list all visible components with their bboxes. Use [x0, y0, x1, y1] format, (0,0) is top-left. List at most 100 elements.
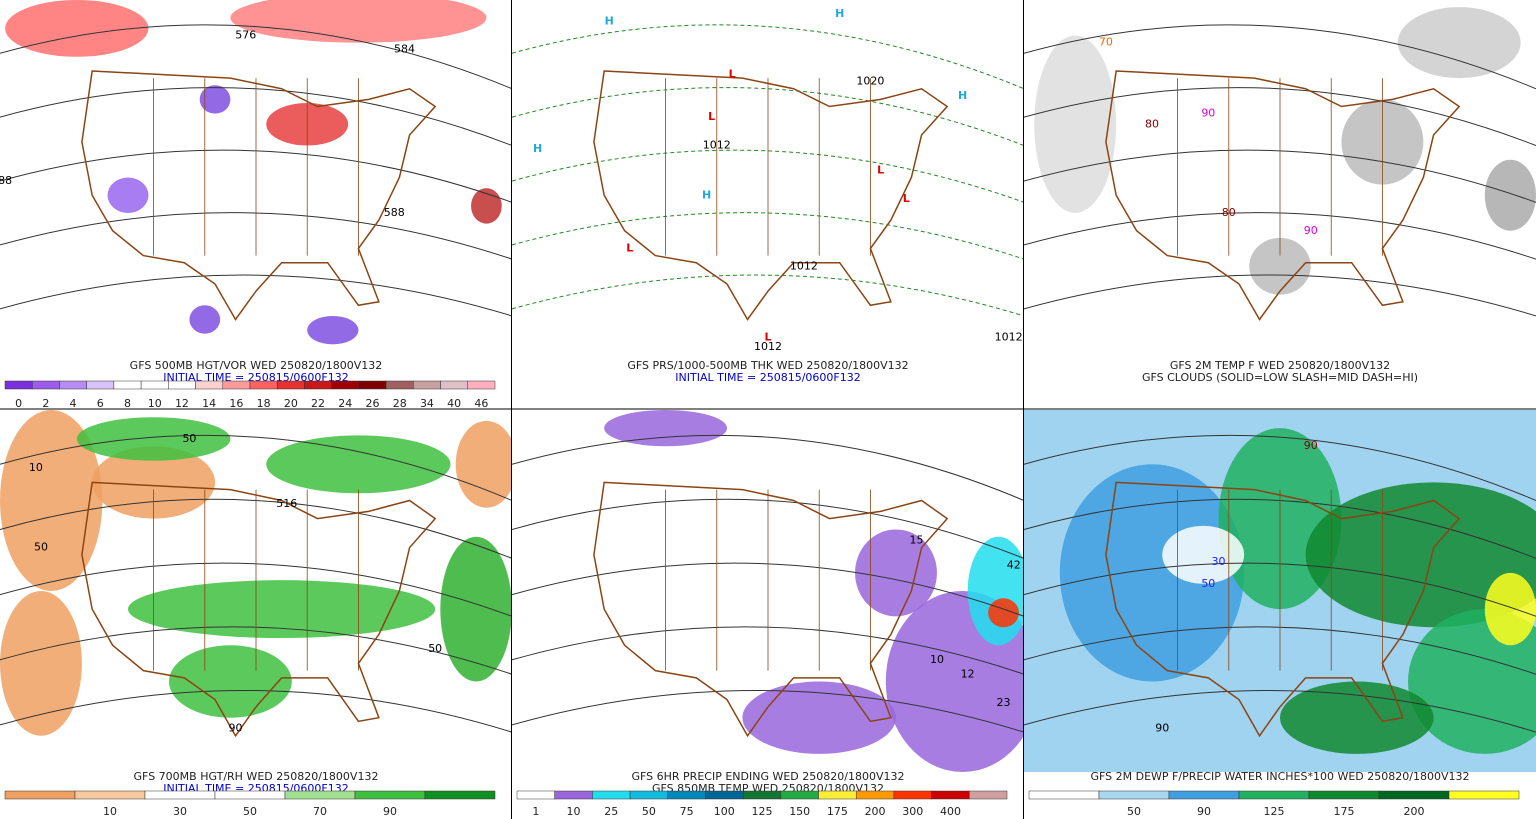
colorbar-label: 10: [148, 397, 162, 410]
colorbar-box: [893, 790, 932, 800]
colorbar-box: [4, 380, 33, 390]
colorbar-box: [1448, 790, 1520, 800]
shaded-area: [266, 435, 451, 494]
map-label: 50: [182, 432, 196, 445]
colorbar-box: [249, 380, 278, 390]
colorbar-label: 75: [680, 805, 694, 818]
map-label: L: [764, 330, 771, 343]
map-label: 80: [1145, 117, 1159, 130]
colorbar-label: 34: [420, 397, 434, 410]
colorbar-box: [413, 380, 441, 390]
colorbar-box: [554, 790, 593, 800]
colorbar-box: [780, 790, 819, 800]
map-label: 588: [384, 206, 405, 219]
colorbar-label: 90: [1197, 805, 1211, 818]
colorbar-label: 14: [202, 397, 216, 410]
shaded-area: [168, 645, 292, 718]
map-label: 88: [0, 174, 12, 187]
map-label: 42: [1007, 559, 1021, 572]
map-label: 10: [29, 461, 43, 474]
contour: [512, 87, 1024, 147]
contour: [1024, 24, 1536, 90]
map-label: 90: [1155, 722, 1169, 735]
map-label: 90: [1201, 107, 1215, 120]
shaded-area: [988, 598, 1019, 628]
map-label: 30: [1212, 555, 1226, 568]
map-label: 50: [428, 642, 442, 655]
map-label: 1012: [790, 259, 818, 272]
us-outline: [81, 481, 437, 738]
colorbar-box: [592, 790, 631, 800]
map-label: 70: [1099, 36, 1113, 49]
colorbar-label: 12: [175, 397, 189, 410]
colorbar-box: [195, 380, 224, 390]
panel: 50 10 50 90 516 50 GFS 700MB HGT/RH WED 250820…: [0, 410, 512, 818]
colorbar-label: 8: [124, 397, 131, 410]
caption: GFS 6HR PRECIP ENDING WED 250820/1800V13…: [632, 770, 905, 783]
caption: GFS 700MB HGT/RH WED 250820/1800V132: [134, 770, 379, 783]
colorbar-label: 2: [42, 397, 49, 410]
colorbar-box: [467, 380, 496, 390]
shaded-area: [307, 315, 359, 345]
shaded-area: [189, 305, 221, 334]
map-label: 90: [1304, 439, 1318, 452]
map-label: 50: [1201, 577, 1215, 590]
colorbar-label: 50: [1127, 805, 1141, 818]
colorbar-box: [168, 380, 196, 390]
colorbar-box: [1238, 790, 1310, 800]
colorbar-label: 18: [257, 397, 271, 410]
us-outline: [81, 70, 437, 321]
map-label: 90: [1304, 224, 1318, 237]
colorbar-label: 200: [865, 805, 886, 818]
map-label: 10: [930, 653, 944, 666]
shaded-area: [230, 0, 487, 43]
caption: GFS 2M DEWP F/PRECIP WATER INCHES*100 WE…: [1091, 770, 1470, 783]
map-label: 1012: [754, 340, 782, 353]
caption: GFS 2M TEMP F WED 250820/1800V132: [1170, 359, 1390, 372]
colorbar-label: 70: [313, 805, 327, 818]
shaded-area: [1397, 7, 1521, 79]
map-label: 23: [997, 696, 1011, 709]
us-outline: [1105, 481, 1461, 738]
colorbar-label: 22: [311, 397, 325, 410]
colorbar-label: 25: [604, 805, 618, 818]
map: 50 10 50 90 516 50: [0, 410, 512, 772]
map-label: L: [708, 110, 715, 123]
map-label: 15: [909, 533, 923, 546]
colorbar-label: 20: [284, 397, 298, 410]
colorbar-box: [140, 380, 169, 390]
colorbar-box: [440, 380, 469, 390]
colorbar-box: [1028, 790, 1100, 800]
colorbar-label: 150: [789, 805, 810, 818]
map-label: 1020: [856, 75, 884, 88]
caption: INITIAL TIME = 250815/0600F132: [675, 371, 860, 384]
shaded-area: [855, 529, 937, 617]
colorbar-box: [1378, 790, 1450, 800]
colorbar-label: 175: [827, 805, 848, 818]
colorbar-box: [304, 380, 332, 390]
colorbar-box: [1308, 790, 1380, 800]
colorbar-box: [818, 790, 857, 800]
shaded-area: [471, 188, 502, 224]
colorbar-label: 46: [474, 397, 488, 410]
colorbar-box: [31, 380, 60, 390]
colorbar-box: [855, 790, 895, 800]
shaded-area: [5, 0, 149, 57]
map-label: 576: [235, 29, 256, 42]
colorbar-label: 26: [366, 397, 380, 410]
colorbar-label: 125: [1264, 805, 1285, 818]
map-label: 50: [34, 541, 48, 554]
caption: GFS CLOUDS (SOLID=LOW SLASH=MID DASH=HI): [1142, 371, 1418, 384]
shaded-area: [76, 417, 231, 461]
colorbar-box: [516, 790, 555, 800]
caption: GFS 500MB HGT/VOR WED 250820/1800V132: [130, 359, 383, 372]
shaded-area: [1484, 159, 1536, 231]
colorbar-box: [4, 790, 76, 800]
shaded-area: [604, 410, 728, 447]
map-label: H: [958, 89, 967, 102]
colorbar-box: [667, 790, 706, 800]
colorbar-label: 300: [902, 805, 923, 818]
shaded-area: [0, 410, 103, 591]
